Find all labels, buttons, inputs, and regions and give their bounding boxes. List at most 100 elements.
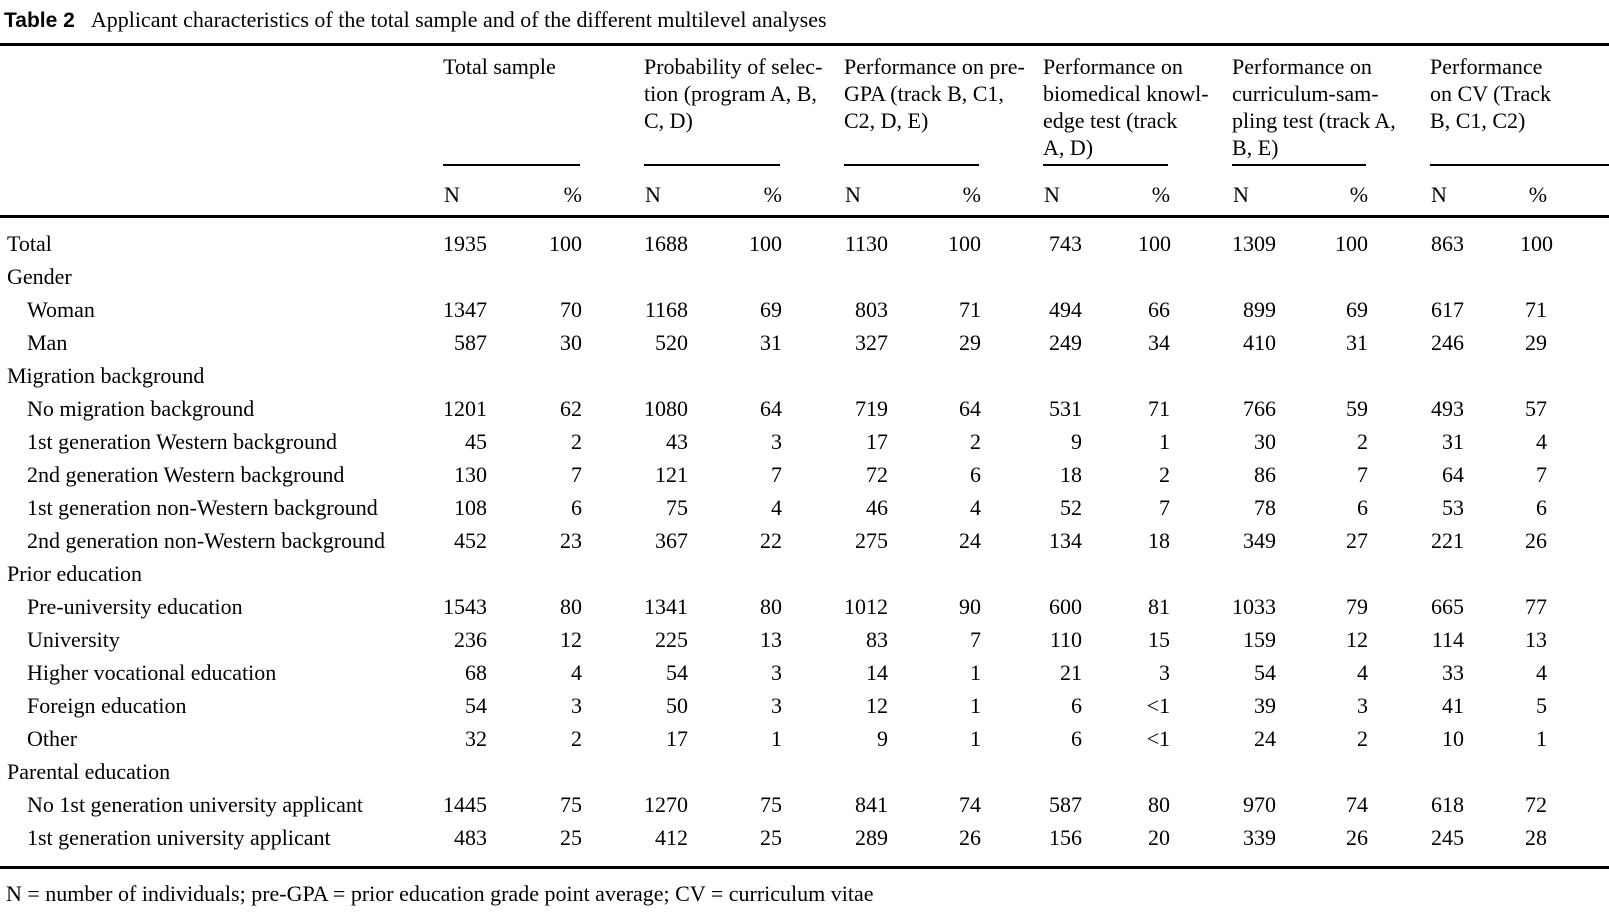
cell-pct: 71 bbox=[1525, 296, 1548, 322]
cell-n: 1341 bbox=[644, 593, 688, 619]
cell-pct: 75 bbox=[560, 791, 582, 817]
cell-pct: 1 bbox=[771, 725, 782, 751]
cell-n: 863 bbox=[1431, 230, 1465, 256]
cell-n: 130 bbox=[454, 461, 487, 487]
applicant-characteristics-table: Total sample Probability of selec- tion … bbox=[0, 46, 1609, 854]
cell-pct bbox=[744, 260, 844, 293]
cell-pct: 4 bbox=[970, 494, 981, 520]
cell-n: 54 bbox=[465, 692, 487, 718]
cell-n bbox=[443, 260, 543, 293]
cell-n: 275 bbox=[855, 527, 888, 553]
cell-n: 6 bbox=[1071, 725, 1082, 751]
group-underline-rule bbox=[644, 164, 780, 166]
row-label: 1st generation Western background bbox=[27, 428, 338, 454]
cell-pct: 3 bbox=[771, 659, 782, 685]
cell-n bbox=[1232, 260, 1332, 293]
cell-n: 52 bbox=[1060, 494, 1082, 520]
cell-n: 899 bbox=[1243, 296, 1277, 322]
cell-n bbox=[1232, 557, 1332, 590]
cell-pct bbox=[543, 260, 644, 293]
cell-n: 587 bbox=[1049, 791, 1082, 817]
cell-pct bbox=[744, 557, 844, 590]
table-row: Total 1935 100 1688 100 1130 100 743 100 1309 100 8… bbox=[0, 217, 1609, 261]
cell-n: 1080 bbox=[644, 395, 688, 421]
table-row: Higher vocational education 68 4 54 3 14 1 21 3 5… bbox=[0, 656, 1609, 689]
cell-n bbox=[1430, 260, 1520, 293]
cell-pct: 57 bbox=[1525, 395, 1548, 421]
cell-n bbox=[1043, 557, 1138, 590]
cell-pct: 6 bbox=[1536, 494, 1548, 520]
cell-pct: 71 bbox=[1148, 395, 1171, 421]
section-label: Parental education bbox=[7, 758, 171, 784]
cell-pct: 26 bbox=[1525, 527, 1548, 553]
cell-pct: 25 bbox=[760, 824, 782, 850]
cell-n: 114 bbox=[1431, 626, 1465, 652]
cell-pct: 20 bbox=[1148, 824, 1171, 850]
column-group-label: Performance on biomedical knowl- edge te… bbox=[1043, 54, 1209, 160]
cell-n: 1270 bbox=[644, 791, 688, 817]
cell-pct: <1 bbox=[1146, 725, 1171, 751]
cell-n bbox=[443, 557, 543, 590]
cell-n: 1688 bbox=[644, 230, 688, 256]
table-row: 1st generation Western background 45 2 43 3 1… bbox=[0, 425, 1609, 458]
cell-pct: 77 bbox=[1525, 593, 1548, 619]
col-header-n: N bbox=[1232, 175, 1333, 218]
subheader-row: N % N % N % N % N % N % bbox=[0, 175, 1609, 218]
cell-pct: 13 bbox=[1525, 626, 1548, 652]
table-footnote: N = number of individuals; pre-GPA = pri… bbox=[6, 881, 874, 906]
section-label: Gender bbox=[7, 263, 72, 289]
group-underline-rule bbox=[1430, 164, 1609, 166]
cell-pct: 100 bbox=[1520, 230, 1554, 256]
cell-pct: 7 bbox=[571, 461, 582, 487]
cell-n: 349 bbox=[1243, 527, 1277, 553]
table-row: 2nd generation Western background 130 7 121… bbox=[0, 458, 1609, 491]
cell-pct: 1 bbox=[970, 659, 981, 685]
cell-n: 45 bbox=[465, 428, 487, 454]
cell-n: 83 bbox=[866, 626, 888, 652]
column-group-total-sample: Total sample bbox=[443, 46, 644, 175]
cell-pct: 100 bbox=[1138, 230, 1171, 256]
cell-n: 121 bbox=[655, 461, 688, 487]
cell-n bbox=[1430, 359, 1520, 392]
cell-n: 452 bbox=[454, 527, 487, 553]
cell-n bbox=[1043, 260, 1138, 293]
cell-pct: 74 bbox=[959, 791, 981, 817]
column-group-performance-cv: Performance on CV (Track B, C1, C2) bbox=[1430, 46, 1609, 175]
cell-pct: 100 bbox=[549, 230, 582, 256]
cell-pct: 22 bbox=[760, 527, 782, 553]
cell-pct bbox=[1138, 260, 1232, 293]
column-group-curriculum-sampling-test: Performance on curriculum-sam- pling tes… bbox=[1232, 46, 1430, 175]
cell-n: 18 bbox=[1060, 461, 1082, 487]
cell-pct: 18 bbox=[1148, 527, 1171, 553]
cell-n: 520 bbox=[655, 329, 688, 355]
cell-n bbox=[1232, 755, 1332, 788]
cell-pct bbox=[1332, 260, 1430, 293]
table-row: 1st generation non-Western background 108… bbox=[0, 491, 1609, 524]
cell-n: 43 bbox=[666, 428, 688, 454]
cell-pct: 26 bbox=[959, 824, 981, 850]
cell-pct: 2 bbox=[571, 428, 582, 454]
cell-pct: 28 bbox=[1525, 824, 1548, 850]
cell-pct: 80 bbox=[760, 593, 782, 619]
group-underline-rule bbox=[1232, 164, 1367, 166]
column-group-label: Total sample bbox=[443, 54, 556, 79]
section-row: Parental education bbox=[0, 755, 1609, 788]
cell-pct: 64 bbox=[760, 395, 782, 421]
cell-n bbox=[1043, 359, 1138, 392]
cell-pct: 24 bbox=[959, 527, 981, 553]
cell-pct: 59 bbox=[1346, 395, 1369, 421]
cell-n: 600 bbox=[1049, 593, 1082, 619]
cell-pct: 79 bbox=[1346, 593, 1369, 619]
row-label: 1st generation non-Western background bbox=[27, 494, 378, 520]
cell-n: 17 bbox=[866, 428, 888, 454]
cell-pct: 7 bbox=[1159, 494, 1171, 520]
column-group-label: Performance on pre- GPA (track B, C1, C2… bbox=[844, 54, 1025, 133]
cell-pct: 90 bbox=[959, 593, 981, 619]
table-row: Man 587 30 520 31 327 29 249 34 410 31 246 29 bbox=[0, 326, 1609, 359]
cell-n bbox=[1232, 359, 1332, 392]
cell-pct: 80 bbox=[1148, 791, 1171, 817]
row-label: No migration background bbox=[27, 395, 255, 421]
section-label: Migration background bbox=[7, 362, 205, 388]
cell-n: 1033 bbox=[1232, 593, 1277, 619]
cell-n: 32 bbox=[465, 725, 487, 751]
